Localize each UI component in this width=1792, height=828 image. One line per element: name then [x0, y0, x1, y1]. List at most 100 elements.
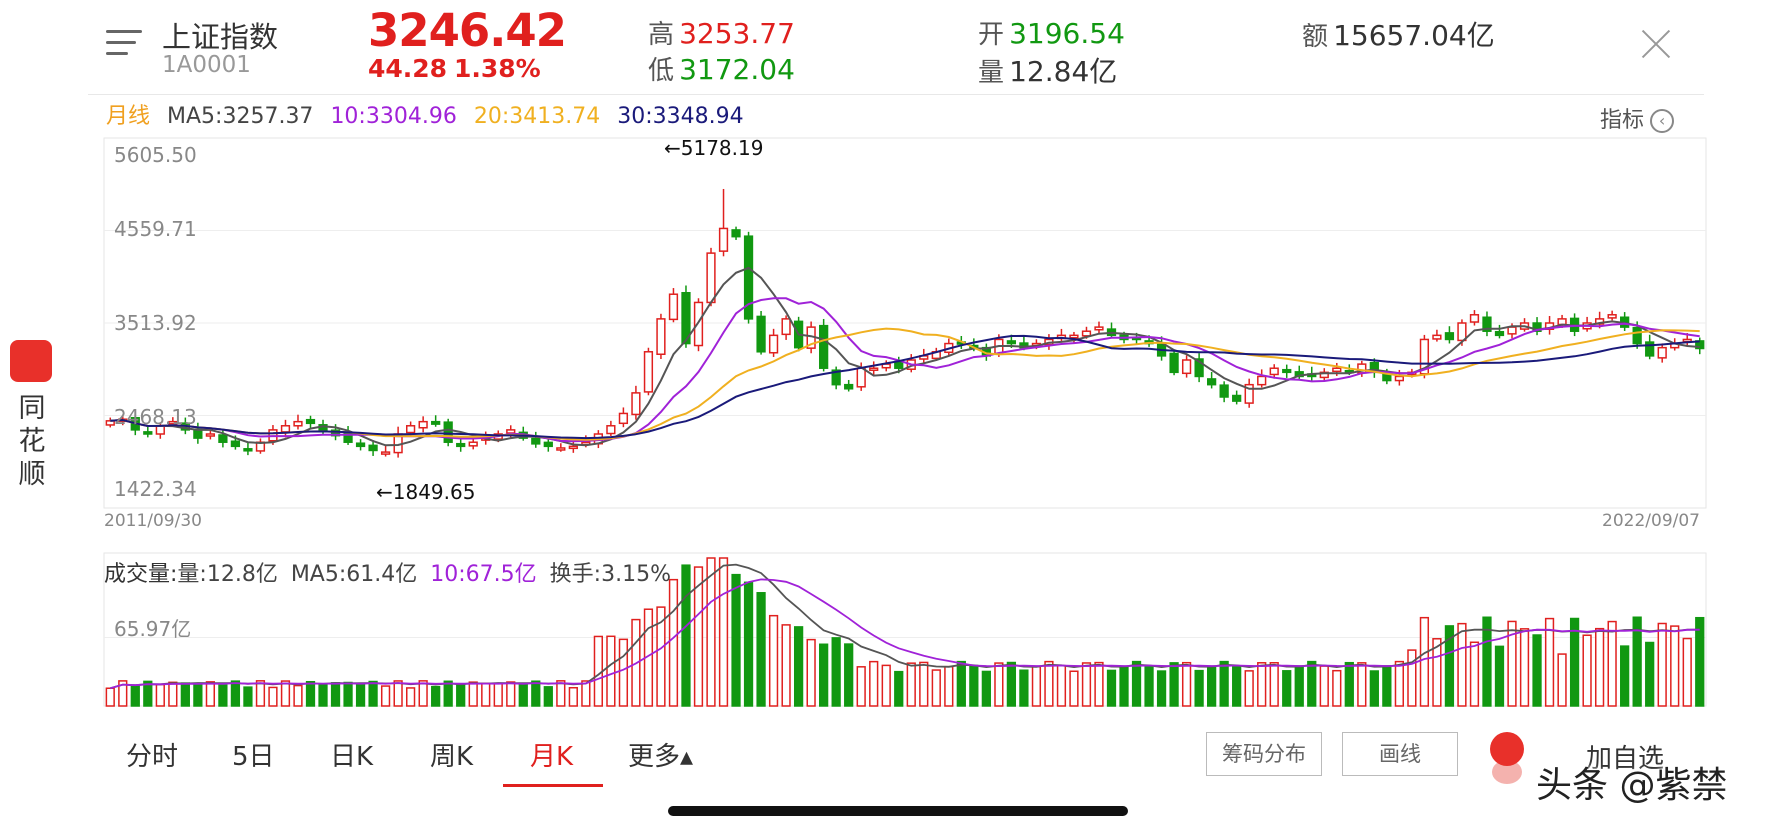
candle-body: [1081, 330, 1092, 337]
volume-ma10: 10:67.5亿: [430, 562, 537, 587]
volume-bar: [618, 638, 629, 707]
volume-bar: [806, 638, 816, 707]
volume-bar: [1344, 661, 1354, 707]
volume-bar: [180, 682, 190, 707]
volume-bar: [1682, 637, 1692, 707]
volume-bar: [1494, 645, 1505, 707]
menu-icon[interactable]: [106, 30, 142, 60]
volume-bar: [406, 687, 416, 707]
volume-bar: [1332, 669, 1342, 707]
tab-daily-k[interactable]: 日K: [330, 742, 374, 772]
volume-bar: [969, 664, 979, 707]
candle-body: [781, 318, 791, 336]
candle-body: [418, 420, 428, 429]
volume-bar: [556, 680, 566, 707]
favorite-icon[interactable]: [1490, 732, 1524, 766]
volume-bar: [393, 680, 403, 707]
candle-body: [606, 425, 616, 435]
volume-bar: [1257, 662, 1267, 707]
volume-bar: [1282, 670, 1292, 707]
volume-stat: 量 12.84亿: [978, 50, 1117, 90]
low-value: 3172.04: [679, 53, 795, 86]
volume-bar: [869, 660, 879, 707]
volume-bar: [468, 681, 478, 707]
volume-bar: [1232, 665, 1242, 707]
low-stat: 低 3172.04: [648, 50, 795, 87]
volume-bar: [230, 680, 241, 707]
volume-bar: [1557, 653, 1567, 707]
low-annotation: ←1849.65: [376, 480, 475, 504]
candle-body: [456, 442, 466, 448]
candle-body: [1069, 334, 1079, 339]
volume-bar: [1419, 616, 1430, 707]
volume-bar: [543, 686, 553, 707]
volume-bar: [1469, 641, 1480, 707]
candle-body: [681, 291, 691, 345]
volume-bar: [944, 665, 954, 707]
candle-body: [368, 444, 378, 452]
volume-bar: [1482, 616, 1492, 707]
volume-bar: [894, 670, 904, 707]
candle-body: [143, 431, 153, 435]
indicator-button[interactable]: 指标 ‹: [1600, 102, 1675, 134]
amount-stat: 额 15657.04亿: [1302, 14, 1495, 54]
volume-bar: [1519, 628, 1530, 707]
app-logo-icon[interactable]: [10, 340, 52, 382]
volume-bar: [756, 592, 766, 707]
add-favorite-button[interactable]: 加自选: [1586, 744, 1665, 774]
candle-body: [1269, 367, 1279, 376]
volume-bar: [668, 578, 679, 707]
volume-bar: [731, 573, 741, 707]
ma5-legend: MA5:3257.37: [167, 104, 314, 129]
price-change-pct: 1.38%: [454, 54, 541, 83]
draw-line-button[interactable]: 画线: [1342, 732, 1458, 776]
volume-bar: [1081, 662, 1092, 707]
candle-body: [743, 235, 754, 320]
tab-intraday[interactable]: 分时: [126, 742, 179, 772]
volume-bar: [581, 680, 591, 707]
volume-bar: [1207, 665, 1217, 707]
volume-bar: [656, 606, 666, 707]
volume-bar: [418, 680, 428, 707]
candle-body: [431, 420, 441, 425]
volume-bar: [481, 682, 491, 707]
volume-bar: [1006, 661, 1017, 707]
volume-bar: [1657, 622, 1667, 707]
volume-bar: [1119, 665, 1129, 707]
candle-body: [205, 433, 216, 437]
tab-5day[interactable]: 5日: [232, 742, 275, 772]
tab-monthly-k[interactable]: 月K: [530, 742, 574, 772]
volume-bar: [1106, 669, 1117, 707]
candle-body: [656, 318, 666, 355]
start-date: 2011/09/30: [104, 511, 202, 531]
volume-bar: [1056, 664, 1067, 707]
candle-body: [568, 445, 578, 450]
volume-bar: [1594, 627, 1605, 707]
indicator-label: 指标: [1600, 108, 1645, 133]
volume-bar: [1544, 617, 1555, 707]
candle-body: [506, 429, 516, 434]
kline-labels: 5605.50 4559.71 3513.92 2468.13 1422.34 …: [104, 136, 1700, 531]
candle-body: [894, 360, 904, 369]
volume-bar: [355, 683, 366, 707]
volume-bar: [1645, 641, 1655, 707]
tab-more[interactable]: 更多▴: [628, 742, 694, 772]
volume-bar: [1670, 625, 1680, 707]
ma20-legend: 20:3413.74: [473, 104, 601, 129]
volume-now: 量:12.8亿: [177, 562, 278, 587]
candle-body: [1194, 358, 1204, 378]
volume-bar: [1181, 661, 1192, 707]
chip-distribution-button[interactable]: 筹码分布: [1206, 732, 1322, 776]
tab-weekly-k[interactable]: 周K: [430, 742, 474, 772]
volume-bar: [130, 685, 140, 707]
candle-body: [531, 437, 541, 445]
volume-bar: [1169, 662, 1179, 707]
candle-body: [105, 420, 115, 426]
volume-bar: [1582, 634, 1592, 707]
candle-body: [305, 418, 316, 425]
candle-body: [380, 451, 391, 455]
candle-body: [819, 324, 829, 369]
volume-bar: [856, 666, 866, 707]
home-indicator[interactable]: [668, 806, 1128, 816]
